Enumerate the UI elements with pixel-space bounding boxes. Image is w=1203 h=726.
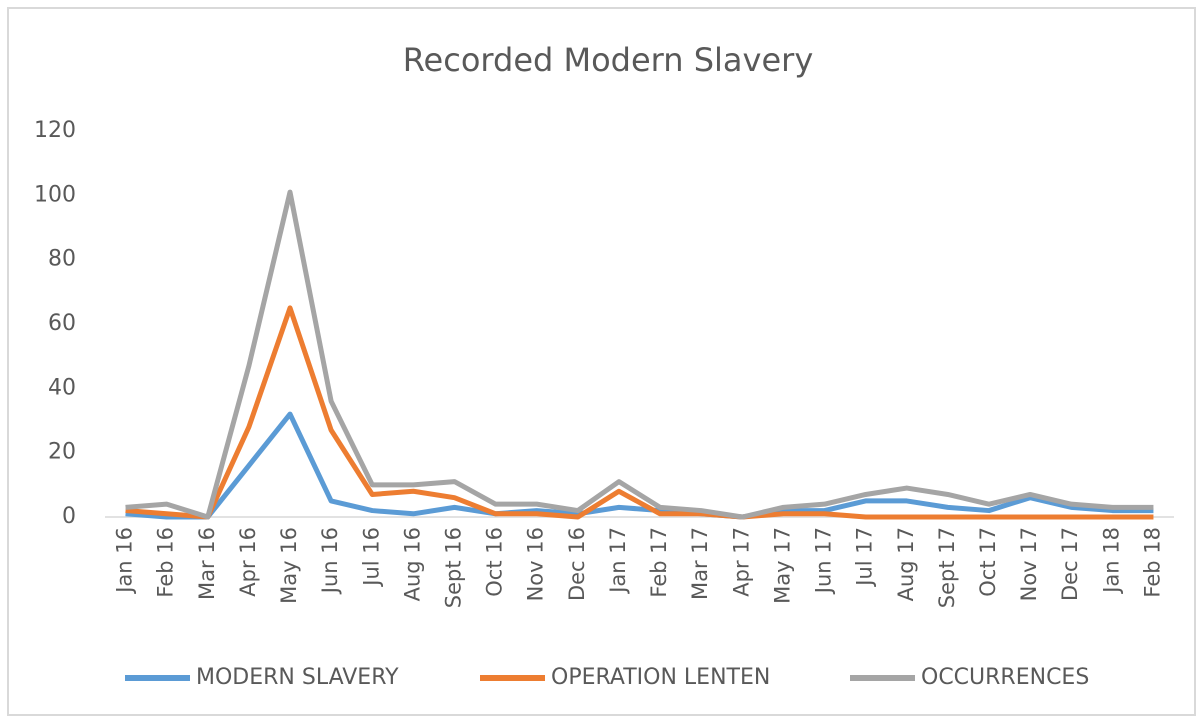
y-tick-label: 100 xyxy=(34,182,76,207)
y-tick-label: 40 xyxy=(48,375,76,400)
x-tick-label: Jun 16 xyxy=(318,527,342,595)
x-tick-label: Dec 17 xyxy=(1058,527,1082,601)
x-tick-label: Mar 16 xyxy=(195,527,219,600)
x-tick-label: Feb 18 xyxy=(1140,527,1164,598)
x-tick-label: Jul 17 xyxy=(853,527,877,588)
x-tick-label: Oct 16 xyxy=(483,527,507,597)
x-tick-label: Oct 17 xyxy=(976,527,1000,597)
y-tick-label: 80 xyxy=(48,247,76,272)
chart-border xyxy=(7,7,1196,716)
x-tick-label: Dec 16 xyxy=(565,527,589,601)
x-tick-label: Sept 17 xyxy=(935,527,959,608)
x-tick-label: Jul 16 xyxy=(359,527,383,588)
x-tick-label: Jan 18 xyxy=(1099,527,1123,595)
y-tick-label: 0 xyxy=(62,504,76,529)
x-tick-label: Jan 16 xyxy=(113,527,137,595)
x-tick-label: Apr 17 xyxy=(729,527,753,597)
x-tick-label: Mar 17 xyxy=(688,527,712,600)
x-tick-label: Nov 16 xyxy=(524,527,548,601)
x-tick-label: Jun 17 xyxy=(812,527,836,595)
x-tick-label: May 17 xyxy=(770,527,794,604)
x-tick-label: May 16 xyxy=(277,527,301,604)
x-tick-label: Aug 17 xyxy=(894,527,918,601)
x-tick-label: Feb 17 xyxy=(647,527,671,598)
series-line xyxy=(125,305,1154,520)
legend-label: MODERN SLAVERY xyxy=(196,665,399,690)
chart-title: Recorded Modern Slavery xyxy=(403,41,814,79)
x-tick-label: Nov 17 xyxy=(1017,527,1041,601)
x-tick-label: Aug 16 xyxy=(400,527,424,601)
y-tick-label: 120 xyxy=(34,118,76,143)
x-tick-label: Jan 17 xyxy=(606,527,630,595)
legend-label: OPERATION LENTEN xyxy=(551,665,770,690)
y-tick-label: 60 xyxy=(48,311,76,336)
series-line xyxy=(125,189,1154,520)
series-line xyxy=(125,411,1154,520)
x-tick-label: Sept 16 xyxy=(441,527,465,608)
x-tick-label: Apr 16 xyxy=(236,527,260,597)
legend-label: OCCURRENCES xyxy=(921,665,1089,690)
y-tick-label: 20 xyxy=(48,440,76,465)
x-tick-label: Feb 16 xyxy=(154,527,178,598)
